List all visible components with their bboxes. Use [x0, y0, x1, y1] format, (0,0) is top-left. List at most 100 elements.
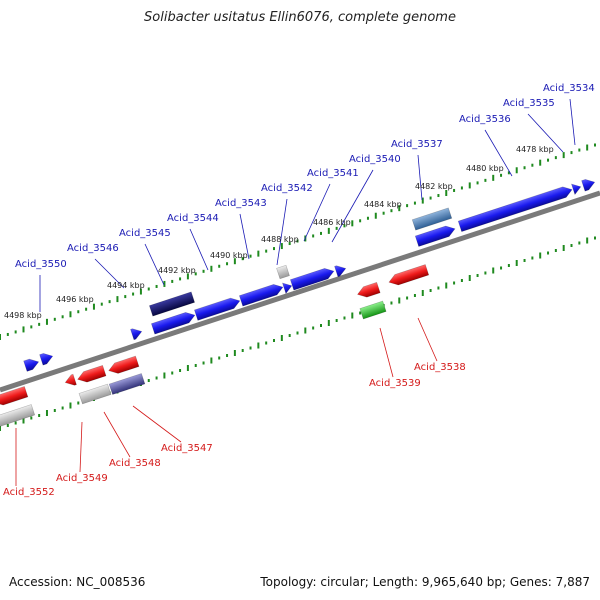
gene-label-forward: Acid_3535 — [503, 98, 555, 109]
gene-reverse-shape — [108, 373, 146, 395]
gene-reverse-shape — [78, 383, 112, 405]
leader-line — [276, 198, 288, 266]
leader-line — [239, 213, 250, 260]
accession-text: Accession: NC_008536 — [9, 575, 146, 589]
gene-forward-shape — [39, 353, 54, 366]
leader-line — [527, 113, 564, 153]
gene-reverse-shape — [359, 300, 387, 320]
gene-reverse-shape — [388, 264, 430, 286]
gene-forward-shape — [282, 282, 293, 295]
gene-forward-shape — [334, 265, 347, 278]
gene-forward-shape — [290, 268, 335, 291]
position-label: 4498 kbp — [4, 311, 42, 320]
gene-label-forward: Acid_3541 — [307, 168, 359, 179]
leader-line — [417, 317, 438, 362]
gene-reverse — [0, 404, 36, 428]
gene-reverse-shape — [64, 373, 77, 386]
leader-line — [103, 411, 131, 458]
gene-features — [0, 179, 596, 428]
leader-line — [303, 183, 331, 242]
gene-label-reverse: Acid_3548 — [109, 458, 161, 469]
label-leader-lines — [15, 98, 576, 486]
gene-reverse-shape — [357, 281, 381, 298]
gene-forward — [39, 353, 54, 366]
leader-line — [417, 154, 423, 201]
leader-line — [94, 258, 125, 289]
gene-forward — [457, 186, 573, 233]
map-title: Solibacter usitatus Ellin6076, complete … — [144, 10, 456, 25]
position-label: 4482 kbp — [415, 182, 453, 191]
gene-forward — [581, 179, 596, 192]
gene-label-forward: Acid_3550 — [15, 259, 67, 270]
gene-label-forward: Acid_3546 — [67, 243, 119, 254]
gene-forward-shape — [149, 291, 195, 317]
gene-label-reverse: Acid_3547 — [161, 443, 213, 454]
gene-label-forward: Acid_3540 — [349, 154, 401, 165]
leader-line — [569, 98, 576, 146]
gene-forward — [414, 225, 456, 247]
gene-forward — [282, 282, 293, 295]
gene-label-forward: Acid_3542 — [261, 183, 313, 194]
leader-line — [379, 327, 394, 378]
position-labels: 4498 kbp 4496 kbp 4494 kbp 4492 kbp 4490 kbp… — [4, 145, 554, 320]
gene-label-forward: Acid_3534 — [543, 83, 595, 94]
position-label: 4496 kbp — [56, 295, 94, 304]
gene-reverse — [357, 281, 381, 298]
topology-text: Topology: circular; Length: 9,965,640 bp… — [260, 575, 590, 589]
gene-reverse-shape — [0, 386, 29, 406]
gene-forward — [571, 183, 582, 196]
position-label: 4486 kbp — [313, 218, 351, 227]
gene-reverse-shape — [0, 404, 36, 428]
gene-label-forward: Acid_3536 — [459, 114, 511, 125]
position-label: 4494 kbp — [107, 281, 145, 290]
gene-forward — [23, 358, 40, 372]
gene-reverse — [78, 383, 112, 405]
gene-reverse — [359, 300, 387, 320]
reverse-scale-track — [0, 236, 596, 431]
gene-label-reverse: Acid_3539 — [369, 378, 421, 389]
gene-forward — [334, 265, 347, 278]
position-label: 4480 kbp — [466, 164, 504, 173]
leader-line — [189, 228, 209, 271]
gene-forward-shape — [457, 186, 573, 233]
gene-forward — [151, 312, 196, 335]
gene-label-forward: Acid_3545 — [119, 228, 171, 239]
gene-forward — [276, 264, 290, 280]
position-label: 4492 kbp — [158, 266, 196, 275]
gene-forward-shape — [194, 297, 241, 321]
gene-forward-shape — [411, 207, 453, 231]
gene-label-forward: Acid_3543 — [215, 198, 267, 209]
gene-reverse-shape — [77, 365, 107, 383]
gene-forward — [130, 328, 143, 341]
gene-forward — [290, 268, 335, 291]
leader-line — [79, 421, 83, 473]
gene-forward-shape — [414, 225, 456, 247]
leader-line — [331, 169, 374, 243]
genome-backbone — [0, 190, 600, 393]
gene-label-forward: Acid_3544 — [167, 213, 219, 224]
gene-reverse — [77, 365, 107, 383]
gene-label-reverse: Acid_3549 — [56, 473, 108, 484]
gene-forward-shape — [276, 264, 290, 280]
gene-forward-shape — [23, 358, 40, 372]
gene-reverse — [64, 373, 77, 386]
position-label: 4478 kbp — [516, 145, 554, 154]
position-label: 4488 kbp — [261, 235, 299, 244]
leader-line — [484, 129, 513, 177]
leader-line — [132, 405, 182, 443]
gene-reverse — [0, 386, 29, 406]
gene-reverse — [388, 264, 430, 286]
leader-line — [144, 243, 165, 286]
gene-reverse — [108, 355, 140, 374]
gene-reverse — [108, 373, 146, 395]
gene-forward-shape — [581, 179, 596, 192]
gene-forward — [194, 297, 241, 321]
gene-forward-shape — [130, 328, 143, 341]
gene-forward — [411, 207, 453, 231]
position-label: 4484 kbp — [364, 200, 402, 209]
gene-label-forward: Acid_3537 — [391, 139, 443, 150]
gene-label-reverse: Acid_3552 — [3, 487, 55, 498]
forward-scale-track — [0, 143, 596, 340]
gene-label-reverse: Acid_3538 — [414, 362, 466, 373]
